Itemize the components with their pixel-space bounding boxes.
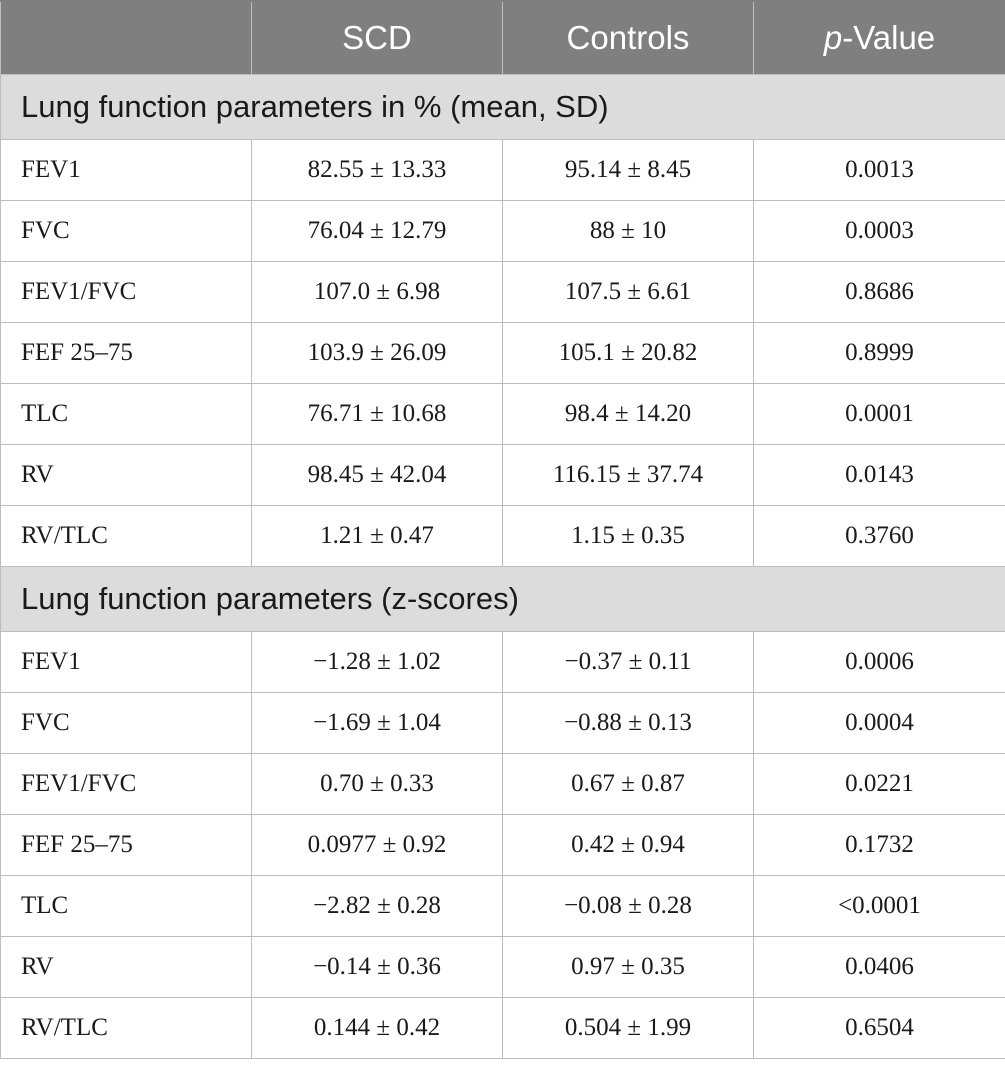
table-row: RV −0.14 ± 0.36 0.97 ± 0.35 0.0406 (0, 936, 1005, 998)
scd-cell: 82.55 ± 13.33 (251, 139, 503, 201)
header-row: SCD Controls p-Value (0, 0, 1005, 75)
table-row: FEV1/FVC 107.0 ± 6.98 107.5 ± 6.61 0.8686 (0, 261, 1005, 323)
controls-cell: 116.15 ± 37.74 (502, 444, 754, 506)
controls-cell: −0.88 ± 0.13 (502, 692, 754, 754)
controls-cell: 88 ± 10 (502, 200, 754, 262)
parameter-cell: RV/TLC (0, 997, 252, 1059)
p-value-cell: 0.0003 (753, 200, 1005, 262)
parameter-cell: TLC (0, 875, 252, 937)
section-header-row: Lung function parameters in % (mean, SD) (0, 74, 1005, 140)
table-row: FEF 25–75 0.0977 ± 0.92 0.42 ± 0.94 0.1732 (0, 814, 1005, 876)
table-row: RV/TLC 0.144 ± 0.42 0.504 ± 1.99 0.6504 (0, 997, 1005, 1059)
table-row: TLC 76.71 ± 10.68 98.4 ± 14.20 0.0001 (0, 383, 1005, 445)
table-row: RV 98.45 ± 42.04 116.15 ± 37.74 0.0143 (0, 444, 1005, 506)
lung-function-table: SCD Controls p-Value Lung function param… (0, 0, 1005, 1059)
parameter-cell: RV/TLC (0, 505, 252, 567)
header-parameter (0, 0, 252, 75)
section-header-row: Lung function parameters (z-scores) (0, 566, 1005, 632)
scd-cell: 98.45 ± 42.04 (251, 444, 503, 506)
scd-cell: 0.144 ± 0.42 (251, 997, 503, 1059)
scd-cell: −0.14 ± 0.36 (251, 936, 503, 998)
parameter-cell: FVC (0, 200, 252, 262)
table-header: SCD Controls p-Value (0, 0, 1005, 75)
parameter-cell: RV (0, 444, 252, 506)
controls-cell: 0.97 ± 0.35 (502, 936, 754, 998)
p-value-cell: 0.0406 (753, 936, 1005, 998)
header-controls: Controls (502, 0, 754, 75)
parameter-cell: RV (0, 936, 252, 998)
controls-cell: 105.1 ± 20.82 (502, 322, 754, 384)
controls-cell: 0.504 ± 1.99 (502, 997, 754, 1059)
scd-cell: 107.0 ± 6.98 (251, 261, 503, 323)
p-value-cell: 0.1732 (753, 814, 1005, 876)
header-p-value: p-Value (753, 0, 1005, 75)
table-row: RV/TLC 1.21 ± 0.47 1.15 ± 0.35 0.3760 (0, 505, 1005, 567)
p-value-cell: 0.0004 (753, 692, 1005, 754)
controls-cell: 107.5 ± 6.61 (502, 261, 754, 323)
section-title: Lung function parameters (z-scores) (0, 566, 1005, 632)
scd-cell: 76.71 ± 10.68 (251, 383, 503, 445)
parameter-cell: FEV1 (0, 631, 252, 693)
p-value-cell: 0.8999 (753, 322, 1005, 384)
scd-cell: 1.21 ± 0.47 (251, 505, 503, 567)
p-value-cell: 0.6504 (753, 997, 1005, 1059)
controls-cell: 0.67 ± 0.87 (502, 753, 754, 815)
table-body: Lung function parameters in % (mean, SD)… (0, 74, 1005, 1059)
scd-cell: −1.28 ± 1.02 (251, 631, 503, 693)
parameter-cell: FEV1 (0, 139, 252, 201)
scd-cell: 0.0977 ± 0.92 (251, 814, 503, 876)
scd-cell: 76.04 ± 12.79 (251, 200, 503, 262)
table-row: FEV1 82.55 ± 13.33 95.14 ± 8.45 0.0013 (0, 139, 1005, 201)
parameter-cell: FEV1/FVC (0, 753, 252, 815)
p-value-cell: 0.0221 (753, 753, 1005, 815)
controls-cell: −0.08 ± 0.28 (502, 875, 754, 937)
header-scd: SCD (251, 0, 503, 75)
scd-cell: 103.9 ± 26.09 (251, 322, 503, 384)
p-value-suffix: -Value (842, 19, 936, 56)
p-value-cell: 0.0001 (753, 383, 1005, 445)
parameter-cell: TLC (0, 383, 252, 445)
parameter-cell: FEF 25–75 (0, 322, 252, 384)
p-value-cell: 0.0006 (753, 631, 1005, 693)
table-row: FVC −1.69 ± 1.04 −0.88 ± 0.13 0.0004 (0, 692, 1005, 754)
controls-cell: −0.37 ± 0.11 (502, 631, 754, 693)
parameter-cell: FEF 25–75 (0, 814, 252, 876)
controls-cell: 98.4 ± 14.20 (502, 383, 754, 445)
p-value-cell: <0.0001 (753, 875, 1005, 937)
scd-cell: 0.70 ± 0.33 (251, 753, 503, 815)
scd-cell: −2.82 ± 0.28 (251, 875, 503, 937)
table-row: TLC −2.82 ± 0.28 −0.08 ± 0.28 <0.0001 (0, 875, 1005, 937)
scd-cell: −1.69 ± 1.04 (251, 692, 503, 754)
p-value-cell: 0.0143 (753, 444, 1005, 506)
table-row: FEF 25–75 103.9 ± 26.09 105.1 ± 20.82 0.899… (0, 322, 1005, 384)
controls-cell: 1.15 ± 0.35 (502, 505, 754, 567)
p-value-cell: 0.0013 (753, 139, 1005, 201)
table-row: FEV1/FVC 0.70 ± 0.33 0.67 ± 0.87 0.0221 (0, 753, 1005, 815)
parameter-cell: FVC (0, 692, 252, 754)
p-value-cell: 0.3760 (753, 505, 1005, 567)
table-row: FVC 76.04 ± 12.79 88 ± 10 0.0003 (0, 200, 1005, 262)
table-row: FEV1 −1.28 ± 1.02 −0.37 ± 0.11 0.0006 (0, 631, 1005, 693)
controls-cell: 95.14 ± 8.45 (502, 139, 754, 201)
p-value-cell: 0.8686 (753, 261, 1005, 323)
parameter-cell: FEV1/FVC (0, 261, 252, 323)
section-title: Lung function parameters in % (mean, SD) (0, 74, 1005, 140)
p-italic: p (823, 19, 843, 56)
controls-cell: 0.42 ± 0.94 (502, 814, 754, 876)
